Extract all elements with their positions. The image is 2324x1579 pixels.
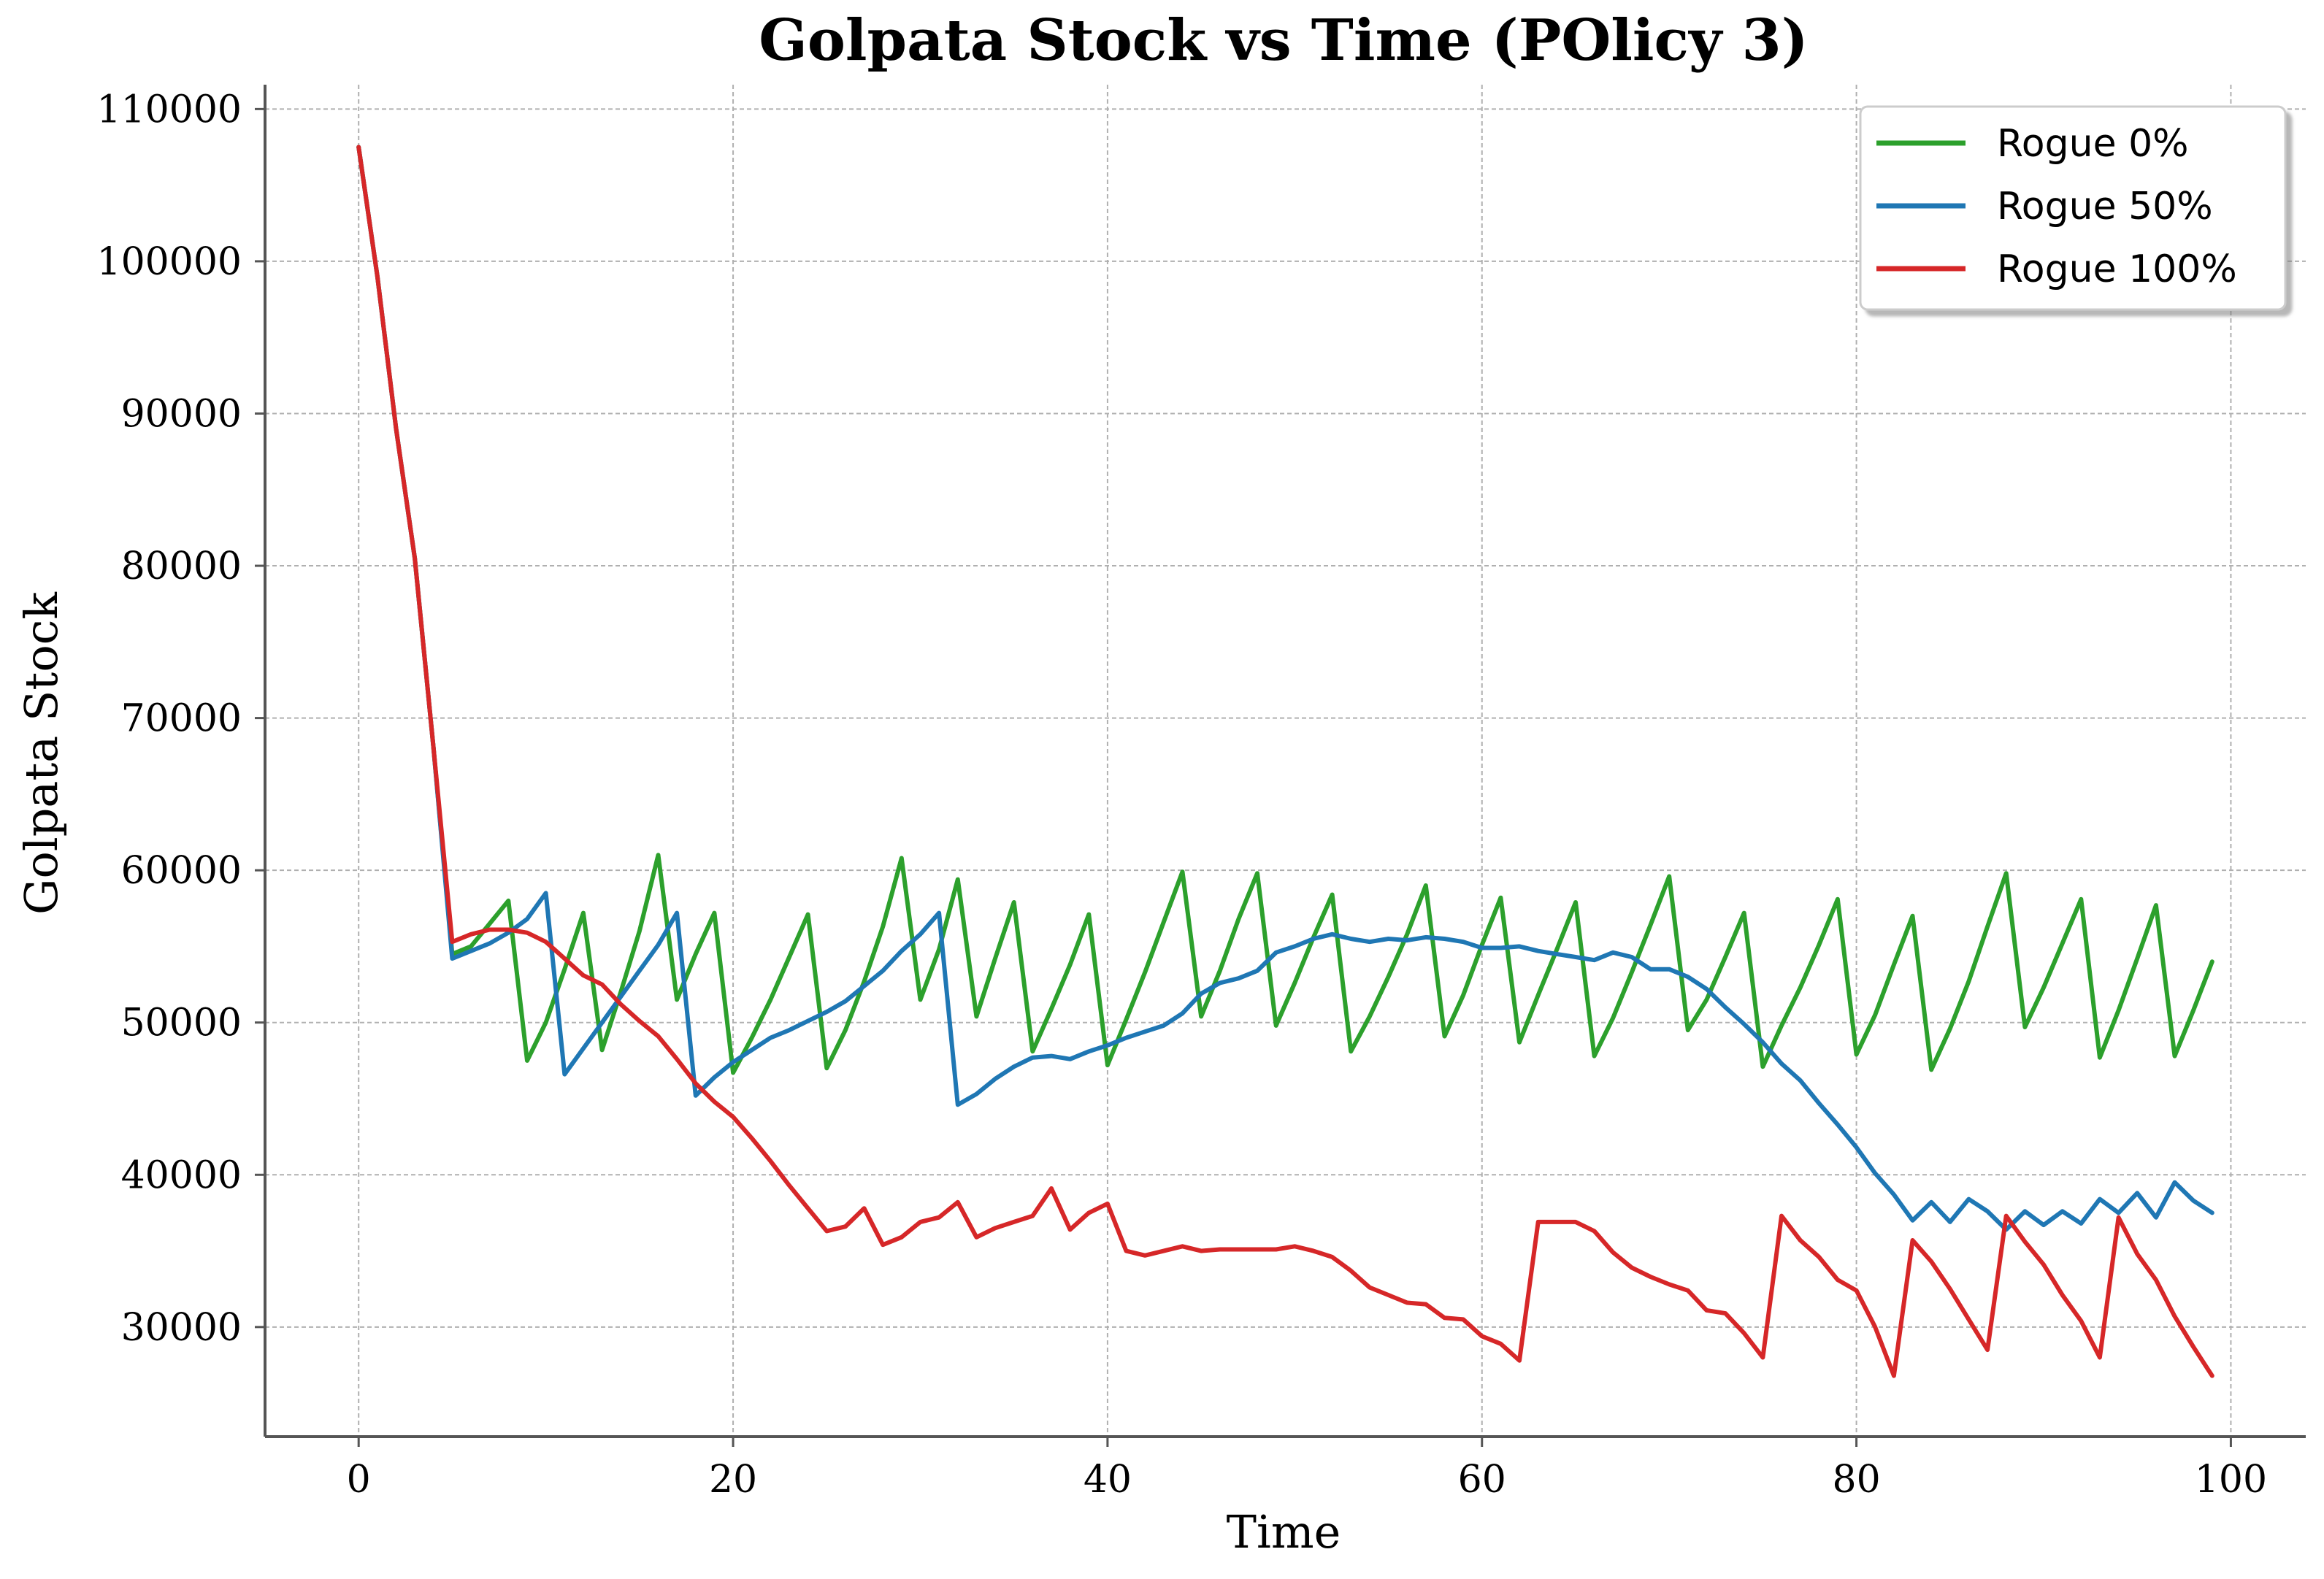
x-tick-label: 100 (2195, 1458, 2267, 1502)
x-tick-label: 20 (709, 1458, 757, 1502)
series-line-rogue-100 (356, 145, 2214, 1378)
tick-labels: 0 20 40 60 80 100 30000 40000 50000 60000 70000 800… (96, 88, 2267, 1502)
y-tick-label: 40000 (121, 1153, 242, 1197)
y-axis-label: Golpata Stock (15, 592, 68, 915)
legend-label: Rogue 0% (1997, 122, 2189, 166)
legend-box (1859, 105, 2287, 311)
y-tick-label: 110000 (96, 88, 242, 131)
x-tick-label: 40 (1084, 1458, 1132, 1502)
legend-label: Rogue 50% (1997, 185, 2213, 228)
y-tick-label: 90000 (121, 392, 242, 436)
x-tick-label: 80 (1833, 1458, 1881, 1502)
x-tick-label: 60 (1458, 1458, 1506, 1502)
y-tick-label: 50000 (121, 1002, 242, 1045)
series-line-rogue-50 (356, 145, 2214, 1232)
x-axis-label: Time (1227, 1505, 1341, 1559)
legend: Rogue 0% Rogue 50% Rogue 100% (1859, 105, 2287, 311)
y-tick-label: 30000 (121, 1306, 242, 1350)
grid (265, 85, 2306, 1437)
axes (255, 85, 2306, 1447)
series-group (356, 145, 2214, 1378)
y-tick-label: 100000 (96, 240, 242, 284)
y-tick-label: 60000 (121, 849, 242, 893)
y-tick-label: 70000 (121, 697, 242, 741)
chart-title: Golpata Stock vs Time (POlicy 3) (759, 7, 1808, 74)
x-tick-label: 0 (347, 1458, 371, 1502)
legend-label: Rogue 100% (1997, 247, 2237, 291)
y-tick-label: 80000 (121, 545, 242, 588)
